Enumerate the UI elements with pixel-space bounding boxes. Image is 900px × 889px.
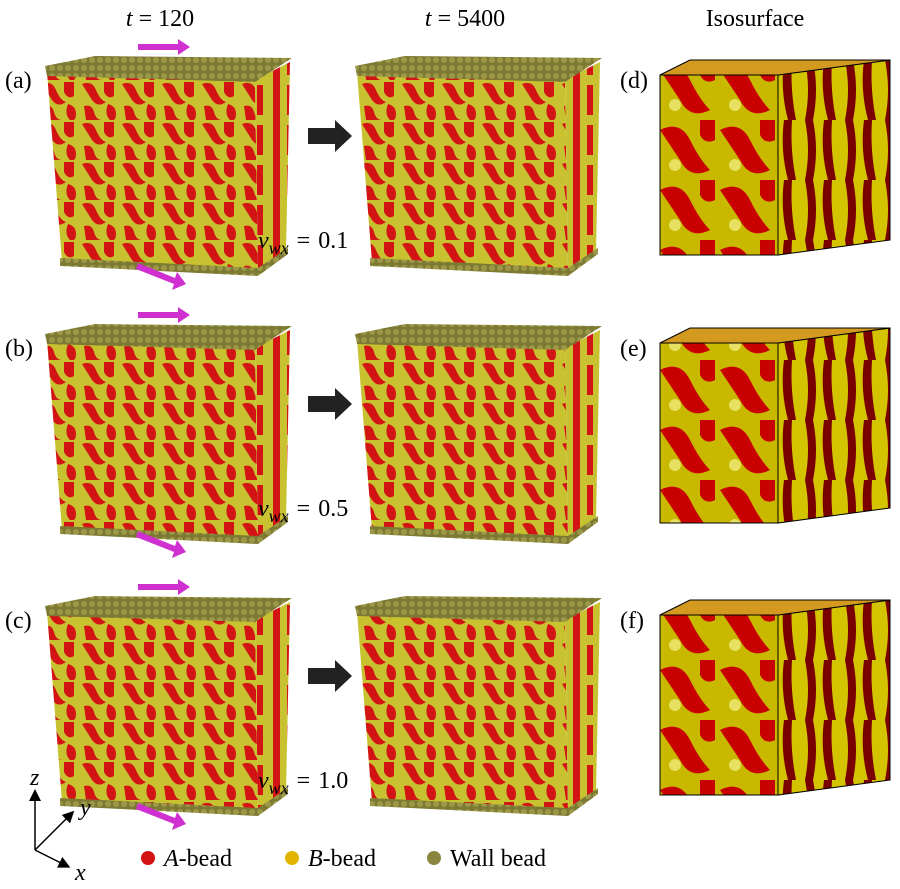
velocity-relation: =: [297, 768, 311, 794]
shear-arrow: [136, 803, 186, 830]
velocity-relation: =: [297, 228, 311, 254]
top-wall: [45, 596, 292, 622]
bottom-wall: [370, 788, 598, 816]
bottom-wall: [60, 248, 288, 276]
iso-side: [777, 327, 891, 524]
velocity-relation: =: [297, 496, 311, 522]
iso-top: [659, 599, 891, 616]
front-face: [47, 340, 258, 540]
velocity-label: vwx = 0.1: [258, 228, 348, 258]
top-wall: [45, 324, 292, 350]
shear-arrow: [138, 579, 190, 595]
panel-label: (f): [620, 608, 644, 634]
cubes: [45, 39, 891, 830]
shear-arrow: [136, 263, 186, 290]
front-face: [47, 72, 258, 272]
labels: (a) (d)vwx = 0.1(b) (e)vwx = 0.5(c) (f)vwx = 1.0: [5, 68, 648, 798]
front-face: [357, 612, 568, 812]
bottom-wall: [370, 248, 598, 276]
iso-top: [659, 59, 891, 76]
velocity-label: vwx = 0.5: [258, 496, 348, 526]
panel-label: (a): [5, 68, 32, 94]
velocity-value: 0.1: [318, 228, 348, 254]
bottom-wall: [370, 516, 598, 544]
top-wall: [355, 596, 602, 622]
side-face: [565, 602, 600, 812]
iso-front: [659, 342, 779, 524]
side-face: [255, 330, 290, 540]
top-wall: [355, 56, 602, 82]
transition-arrow: [308, 388, 352, 420]
side-face: [565, 330, 600, 540]
axis-label: x: [74, 860, 86, 886]
shear-arrow: [138, 39, 190, 55]
front-face: [47, 612, 258, 812]
legend-swatch: [285, 851, 299, 865]
shear-arrow: [136, 531, 186, 558]
bottom-wall: [60, 788, 288, 816]
transition-arrow: [308, 120, 352, 152]
iso-top: [659, 327, 891, 344]
column-header: t = 5400: [425, 6, 505, 32]
velocity-subscript: wx: [269, 506, 289, 526]
axes-triad: [29, 789, 75, 868]
axis-label: y: [78, 795, 91, 821]
panel-label: (e): [620, 336, 647, 362]
panel-label: (b): [5, 336, 33, 362]
legend-label: Wall bead: [450, 846, 546, 872]
velocity-symbol: v: [258, 228, 269, 254]
iso-front: [659, 74, 779, 256]
velocity-label: vwx = 1.0: [258, 768, 348, 798]
axis-label: z: [29, 765, 40, 791]
velocity-value: 1.0: [318, 768, 348, 794]
legend-label: A-bead: [162, 846, 232, 872]
iso-side: [777, 599, 891, 796]
legend-label: B-bead: [308, 846, 376, 872]
legend-swatch: [141, 851, 155, 865]
top-wall: [355, 324, 602, 350]
panel-label: (d): [620, 68, 648, 94]
legend-swatch: [427, 851, 441, 865]
shear-arrow: [138, 307, 190, 323]
front-face: [357, 340, 568, 540]
velocity-subscript: wx: [269, 238, 289, 258]
panel-label: (c): [5, 608, 32, 634]
velocity-symbol: v: [258, 496, 269, 522]
transition-arrow: [308, 660, 352, 692]
column-header: t = 120: [126, 6, 194, 32]
side-face: [565, 62, 600, 272]
side-face: [255, 602, 290, 812]
velocity-value: 0.5: [318, 496, 348, 522]
iso-front: [659, 614, 779, 796]
top-wall: [45, 56, 292, 82]
velocity-subscript: wx: [269, 778, 289, 798]
column-header: Isosurface: [706, 6, 805, 32]
side-face: [255, 62, 290, 272]
bottom-wall: [60, 516, 288, 544]
iso-side: [777, 59, 891, 256]
front-face: [357, 72, 568, 272]
velocity-symbol: v: [258, 768, 269, 794]
